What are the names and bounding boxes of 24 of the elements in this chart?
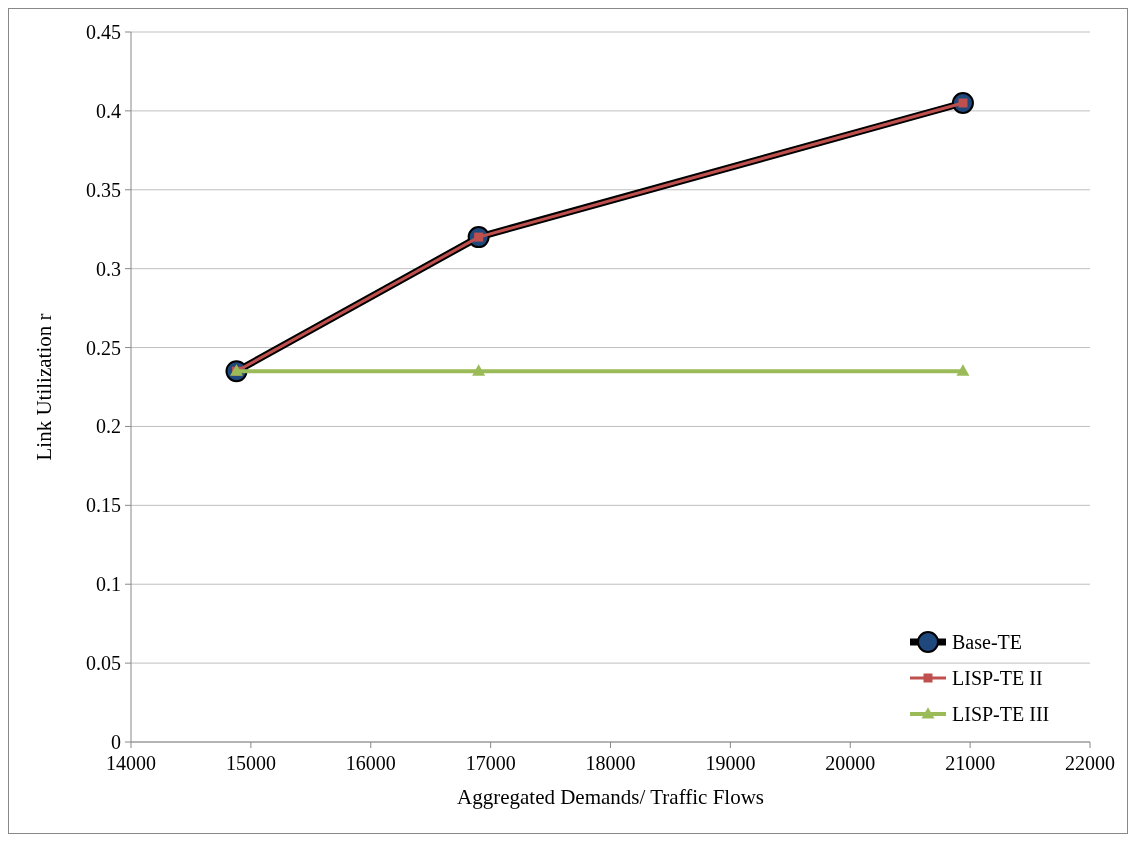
y-tick-label: 0.35 <box>86 178 121 201</box>
y-tick-label: 0.45 <box>86 21 121 43</box>
x-tick-label: 19000 <box>705 752 756 774</box>
x-tick-label: 16000 <box>345 752 396 774</box>
x-tick-label: 15000 <box>225 752 276 774</box>
x-axis-title: Aggregated Demands/ Traffic Flows <box>457 785 764 809</box>
y-tick-label: 0.25 <box>86 336 121 359</box>
x-tick-label: 22000 <box>1065 752 1115 774</box>
legend-label: Base-TE <box>952 631 1022 653</box>
x-tick-label: 21000 <box>945 752 996 774</box>
x-tick-label: 14000 <box>106 752 156 774</box>
x-tick-label: 18000 <box>585 752 636 774</box>
y-tick-label: 0.3 <box>96 257 121 280</box>
y-axis-title: Link Utilization r <box>32 313 56 461</box>
y-tick-label: 0.05 <box>86 652 121 675</box>
x-tick-label: 20000 <box>825 752 876 774</box>
y-tick-label: 0.1 <box>96 573 121 596</box>
y-tick-label: 0.2 <box>96 415 121 438</box>
legend-label: LISP-TE II <box>952 667 1043 689</box>
y-tick-label: 0.15 <box>86 494 121 517</box>
y-tick-label: 0.4 <box>96 99 121 122</box>
x-tick-label: 17000 <box>465 752 516 774</box>
y-tick-label: 0 <box>111 731 121 753</box>
legend-label: LISP-TE III <box>952 703 1050 725</box>
